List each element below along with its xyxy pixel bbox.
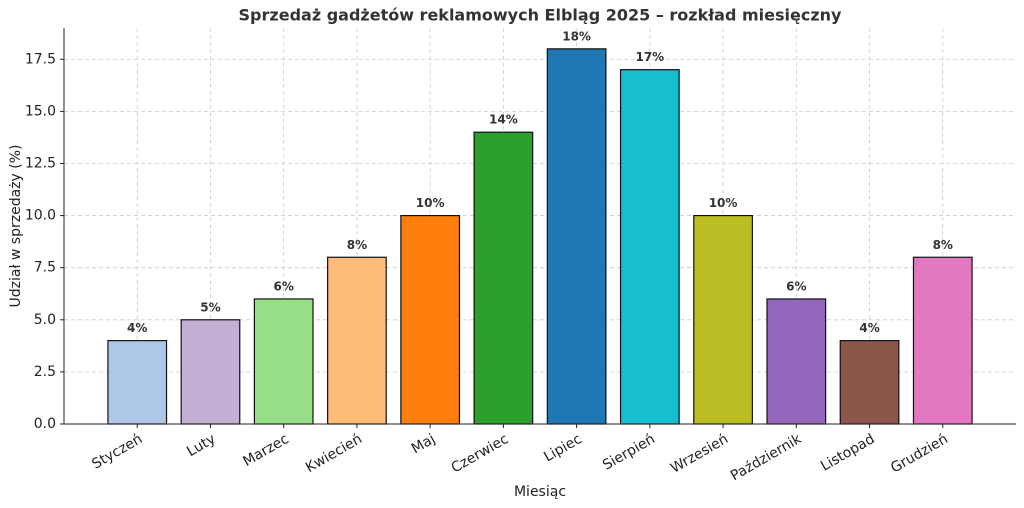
bar [180, 319, 241, 425]
bar [473, 131, 534, 425]
x-tick-label: Grudzień [888, 431, 951, 476]
x-axis-label: Miesiąc [514, 484, 566, 500]
y-tick-label: 5.0 [34, 312, 56, 328]
value-label: 18% [562, 29, 591, 43]
value-label: 6% [786, 279, 806, 293]
x-tick-label: Czerwiec [449, 431, 512, 476]
y-tick-label: 7.5 [34, 260, 56, 276]
bar [766, 298, 827, 425]
bar [546, 48, 607, 425]
x-tick-label: Listopad [818, 431, 877, 475]
y-tick-label: 17.5 [25, 51, 56, 67]
value-label: 5% [200, 300, 220, 314]
value-label: 8% [933, 238, 953, 252]
bar [400, 214, 461, 425]
bar [839, 340, 900, 425]
y-tick-label: 15.0 [25, 103, 56, 119]
bar [693, 214, 753, 425]
value-label: 10% [416, 196, 445, 210]
x-tick-label: Sierpień [600, 431, 658, 474]
chart-title: Sprzedaż gadżetów reklamowych Elbląg 202… [239, 6, 843, 25]
bar [912, 256, 973, 425]
x-tick-label: Styczeń [89, 431, 145, 472]
x-tick-label: Maj [409, 431, 438, 457]
x-tick-label: Marzec [240, 431, 291, 470]
x-tick-label: Październik [728, 431, 805, 485]
y-tick-label: 0.0 [34, 416, 56, 432]
value-label: 8% [347, 238, 367, 252]
x-tick-label: Kwiecień [303, 431, 365, 476]
value-label: 4% [127, 321, 147, 335]
x-tick-label: Lipiec [541, 431, 584, 465]
value-label: 10% [709, 196, 738, 210]
x-tick-label: Wrzesień [668, 431, 731, 477]
value-label: 17% [635, 50, 664, 64]
x-tick-label: Luty [184, 431, 218, 460]
y-tick-label: 2.5 [34, 364, 56, 380]
y-tick-label: 12.5 [25, 155, 56, 171]
value-label: 4% [859, 321, 879, 335]
value-label: 6% [274, 279, 294, 293]
y-axis-label: Udział w sprzedaży (%) [8, 145, 24, 308]
bar [253, 298, 314, 425]
bar [327, 256, 387, 425]
y-tick-label: 10.0 [25, 208, 56, 224]
value-label: 14% [489, 113, 518, 127]
bar [107, 340, 168, 425]
bar [619, 69, 680, 425]
